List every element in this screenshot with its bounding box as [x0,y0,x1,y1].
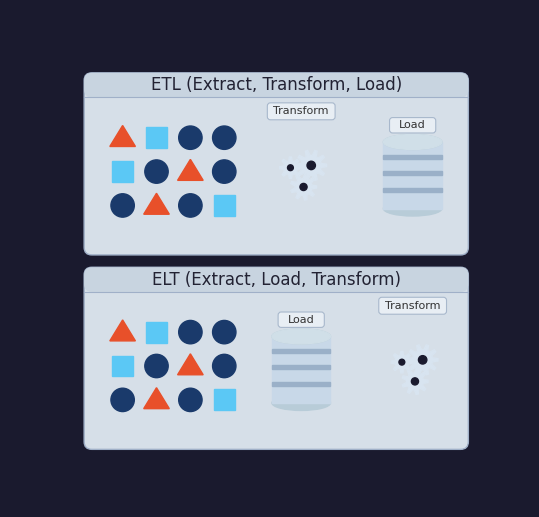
Ellipse shape [383,134,442,149]
FancyBboxPatch shape [84,267,468,449]
Bar [214,389,234,410]
Text: Transform: Transform [273,107,329,116]
Ellipse shape [272,329,330,344]
Circle shape [179,388,202,412]
Polygon shape [110,320,135,341]
Circle shape [212,354,236,378]
Circle shape [411,378,418,385]
Polygon shape [402,368,428,394]
Bar [383,171,442,175]
Text: ETL (Extract, Transform, Load): ETL (Extract, Transform, Load) [150,76,402,94]
Polygon shape [296,150,327,180]
Polygon shape [177,354,203,375]
Bar [272,337,330,403]
Text: Load: Load [288,315,315,325]
Ellipse shape [383,201,442,216]
FancyBboxPatch shape [267,103,335,120]
Text: ELT (Extract, Load, Transform): ELT (Extract, Load, Transform) [152,270,400,288]
Circle shape [399,359,405,365]
FancyBboxPatch shape [278,312,324,327]
Polygon shape [280,157,301,178]
Bar [383,188,442,192]
Circle shape [307,161,315,170]
Ellipse shape [383,134,442,149]
Bar [272,365,330,369]
Circle shape [212,321,236,344]
Bar [383,155,442,159]
Polygon shape [110,126,135,146]
Circle shape [418,356,427,364]
Circle shape [111,194,134,217]
Polygon shape [407,345,438,375]
Circle shape [212,126,236,149]
Circle shape [300,184,307,191]
Circle shape [111,388,134,412]
Bar [146,322,167,343]
Polygon shape [291,174,316,200]
Circle shape [179,126,202,149]
FancyBboxPatch shape [84,267,468,292]
Circle shape [212,160,236,183]
Text: Load: Load [399,120,426,130]
Bar [214,195,234,216]
Bar [383,142,442,208]
Bar [112,161,133,182]
FancyBboxPatch shape [84,73,468,98]
Bar [272,383,330,386]
Circle shape [145,160,168,183]
Polygon shape [144,388,169,408]
Circle shape [179,194,202,217]
Circle shape [287,165,293,171]
Text: Transform: Transform [385,301,440,311]
Bar [112,356,133,376]
Ellipse shape [272,396,330,410]
FancyBboxPatch shape [84,73,468,255]
Polygon shape [391,352,412,373]
Polygon shape [177,159,203,180]
Circle shape [145,354,168,378]
FancyBboxPatch shape [379,297,446,314]
Bar [272,349,330,353]
Polygon shape [144,193,169,214]
Circle shape [179,321,202,344]
FancyBboxPatch shape [390,117,436,133]
Ellipse shape [272,329,330,344]
Bar [146,127,167,148]
